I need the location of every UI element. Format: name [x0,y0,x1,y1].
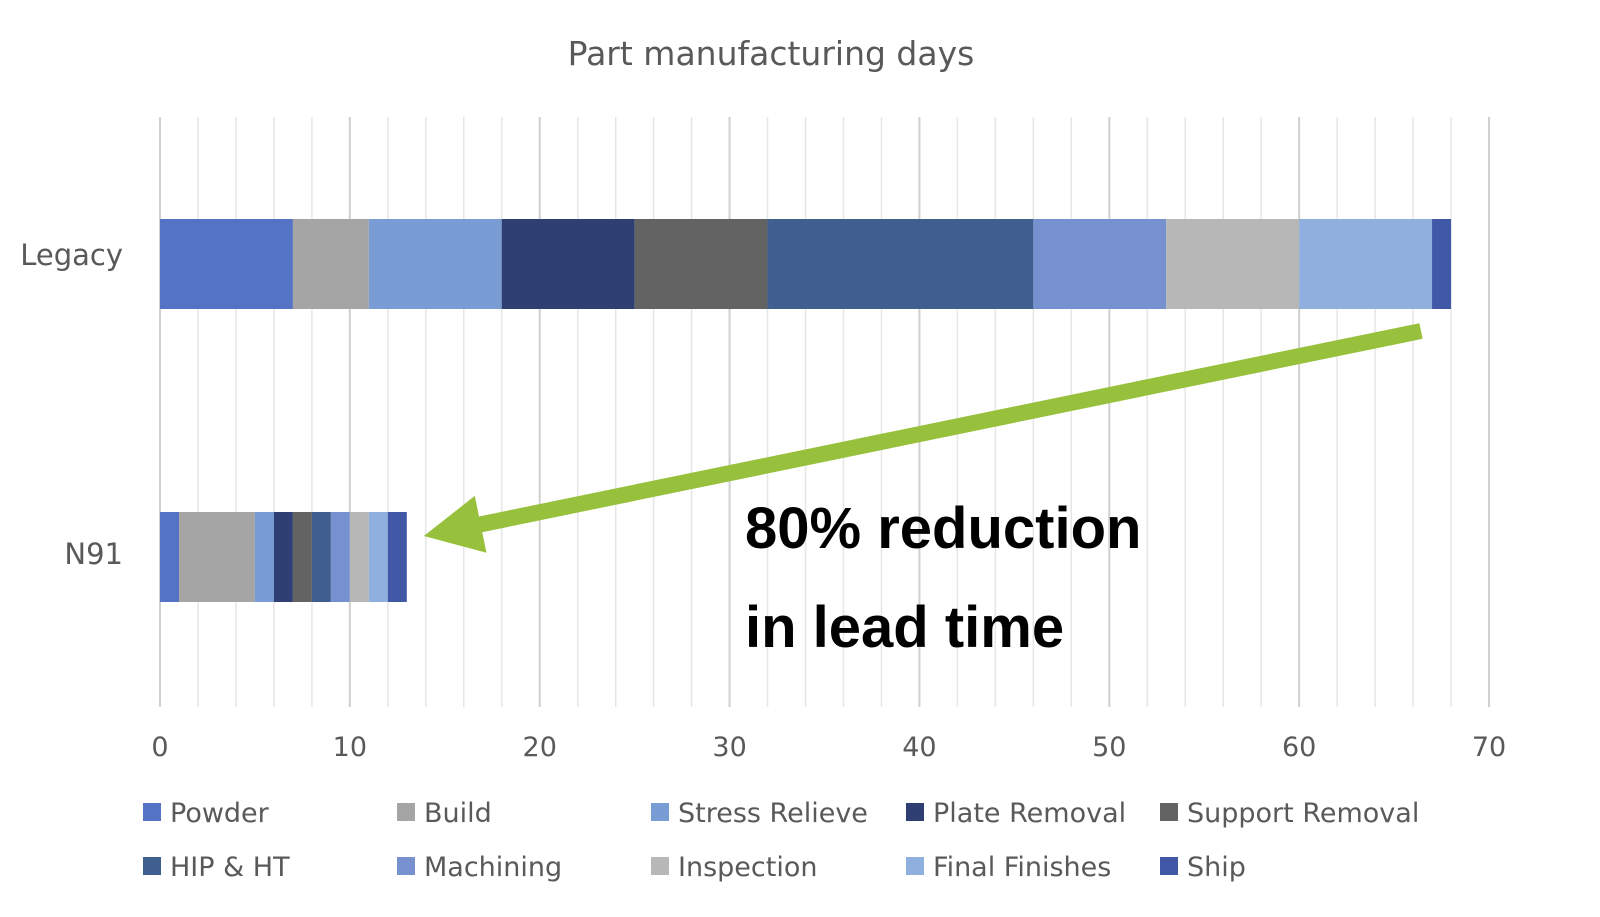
bar-segment-legacy-inspection [1166,219,1300,309]
legend-swatch-build [397,803,415,821]
x-tick-label: 50 [1092,732,1126,763]
legend-label-hip-ht: HIP & HT [170,852,290,883]
legend-label-final-finishes: Final Finishes [933,852,1111,883]
legend-swatch-plate-removal [906,803,924,821]
chart-title: Part manufacturing days [568,34,975,73]
legend-swatch-ship [1160,857,1178,875]
bar-segment-n91-inspection [349,512,369,602]
bar-segment-legacy-support-removal [634,219,768,309]
x-axis-ticks: 0 10 20 30 40 50 60 70 [151,732,1506,763]
x-tick-label: 20 [523,732,557,763]
bar-segment-legacy-stress-relieve [368,219,502,309]
bar-segment-n91-machining [330,512,350,602]
legend-swatch-machining [397,857,415,875]
legend-label-support-removal: Support Removal [1187,798,1419,829]
reduction-arrow [423,323,1423,553]
legend: Powder Build Stress Relieve Plate Removal Su… [143,798,1419,883]
legend-label-ship: Ship [1187,852,1246,883]
legend-swatch-stress-relieve [651,803,669,821]
gridlines [159,117,1490,707]
bar-segment-legacy-hip-ht [767,219,1034,309]
bar-segment-n91-plate-removal [273,512,293,602]
bar-segments [160,219,1452,602]
bar-segment-legacy-build [292,219,369,309]
bar-segment-n91-stress-relieve [254,512,274,602]
x-tick-label: 70 [1472,732,1506,763]
category-label-legacy: Legacy [20,238,123,272]
legend-label-powder: Powder [170,798,270,829]
x-tick-label: 30 [712,732,746,763]
x-tick-label: 0 [151,732,168,763]
bar-segment-n91-build [178,512,255,602]
bar-segment-legacy-plate-removal [501,219,635,309]
legend-label-plate-removal: Plate Removal [933,798,1126,829]
legend-label-inspection: Inspection [678,852,817,883]
bar-segment-n91-hip-ht [311,512,331,602]
bar-segment-n91-support-removal [292,512,312,602]
legend-label-machining: Machining [424,852,562,883]
legend-swatch-support-removal [1160,803,1178,821]
bar-segment-legacy-powder [160,219,293,309]
reduction-annotation: 80% reduction in lead time [423,323,1423,660]
legend-label-build: Build [424,798,492,829]
bar-segment-legacy-ship [1432,219,1452,309]
x-tick-label: 40 [902,732,936,763]
bar-segment-n91-final-finishes [368,512,388,602]
annotation-line-1: 80% reduction [745,496,1141,561]
category-label-n91: N91 [64,537,123,571]
legend-label-stress-relieve: Stress Relieve [678,798,868,829]
legend-swatch-hip-ht [143,857,161,875]
bar-segment-legacy-machining [1033,219,1167,309]
legend-swatch-powder [143,803,161,821]
legend-swatch-inspection [651,857,669,875]
bar-segment-n91-ship [387,512,407,602]
bar-segment-n91-powder [160,512,179,602]
bar-segment-legacy-final-finishes [1299,219,1433,309]
annotation-line-2: in lead time [745,595,1064,660]
x-tick-label: 60 [1282,732,1316,763]
legend-swatch-final-finishes [906,857,924,875]
x-tick-label: 10 [333,732,367,763]
